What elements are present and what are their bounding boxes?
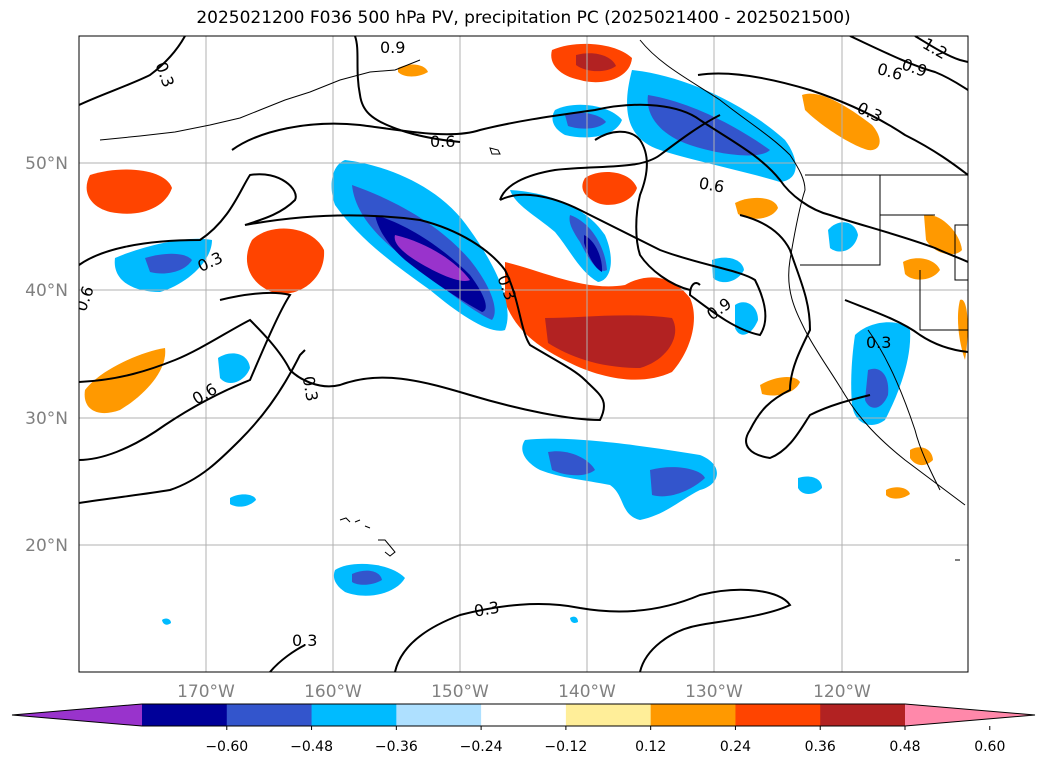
colorbar-segment: [142, 704, 228, 726]
precip-negative-area: [230, 494, 256, 507]
precip-positive-area: [84, 348, 166, 414]
precip-negative-area: [218, 353, 250, 383]
contour-label: 0.3: [292, 631, 317, 650]
lon-label: 120°W: [813, 682, 871, 702]
longitude-labels: 170°W 160°W 150°W 140°W 130°W 120°W: [177, 682, 871, 702]
colorbar-tick-label: 0.36: [805, 739, 836, 755]
colorbar-segment: [650, 704, 736, 726]
precip-positive-area: [924, 214, 962, 255]
lon-label: 140°W: [558, 682, 616, 702]
precip-negative-area: [650, 467, 705, 497]
precip-negative-area: [510, 190, 611, 282]
colorbar-tick-label: 0.24: [720, 739, 751, 755]
lon-label: 150°W: [431, 682, 489, 702]
pv-contour-0.3: [269, 644, 306, 672]
pv-contour-0.3: [594, 130, 691, 291]
lon-label: 160°W: [304, 682, 362, 702]
precip-negative-area: [548, 451, 595, 476]
pv-contour-0.9: [499, 193, 767, 337]
colorbar-segment: [226, 704, 313, 726]
precip-strong-positive-area: [545, 315, 676, 368]
pv-contour-0.6: [79, 173, 605, 422]
precip-negative-area: [352, 570, 382, 585]
pv-contour-0.6: [231, 103, 968, 263]
precip-positive-area: [802, 93, 880, 151]
lat-label: 40°N: [25, 281, 68, 301]
precip-negative-area: [735, 302, 758, 335]
colorbar-tick-label: −0.60: [205, 739, 248, 755]
contour-label: 0.3: [299, 375, 322, 403]
precip-negative-area: [145, 253, 192, 274]
pv-contour-1.2: [914, 36, 968, 63]
map-area: [79, 36, 968, 672]
colorbar-extend-min: [12, 704, 142, 726]
precip-negative-area: [570, 616, 578, 623]
precip-negative-area: [162, 618, 171, 625]
colorbar-outline: [11, 703, 1036, 727]
colorbar-tick-label: −0.24: [460, 739, 503, 755]
contour-label: 0.9: [380, 38, 405, 57]
pv-contour-0.6: [79, 349, 306, 504]
latitude-labels: 50°N 40°N 30°N 20°N: [25, 154, 68, 556]
pv-contour-0.6: [697, 72, 968, 176]
colorbar-tick-label: −0.12: [544, 739, 587, 755]
contour-label: 0.3: [473, 598, 501, 621]
colorbar-tick-label: −0.36: [375, 739, 418, 755]
colorbar-tick-label: −0.48: [290, 739, 333, 755]
precip-shading: [84, 43, 968, 625]
precip-negative-area: [828, 222, 858, 252]
pv-contour-0.3: [739, 214, 871, 460]
pv-contour-0.6: [499, 114, 721, 201]
colorbar-segment: [735, 704, 821, 726]
lat-label: 30°N: [25, 409, 68, 429]
precip-strong-positive-area: [576, 53, 616, 72]
precip-strongest-negative-area: [394, 235, 470, 281]
contour-label: 0.6: [697, 173, 725, 196]
lon-label: 130°W: [685, 682, 743, 702]
precip-positive-area: [398, 64, 428, 77]
colorbar-tick-label: 0.60: [974, 739, 1005, 755]
colorbar-segment: [311, 704, 397, 726]
precip-positive-area: [903, 258, 940, 280]
precip-strong-negative-area: [584, 235, 603, 272]
precip-negative-area: [865, 368, 889, 408]
pv-contour-0.3: [844, 299, 968, 353]
pv-contour-0.3: [79, 36, 186, 106]
contour-label: 0.3: [866, 333, 891, 352]
pv-contour-0.6: [79, 291, 292, 461]
colorbar-segment: [565, 704, 652, 726]
colorbar-tick-label: 0.48: [889, 739, 920, 755]
pv-contour-0.3: [354, 36, 461, 143]
precip-positive-area: [910, 447, 933, 466]
precip-positive-area: [246, 228, 325, 294]
precip-positive-area: [735, 197, 778, 219]
precip-negative-area: [798, 476, 822, 494]
colorbar-segment: [396, 704, 482, 726]
map-title: 2025021200 F036 500 hPa PV, precipitatio…: [196, 8, 851, 28]
precip-positive-area: [582, 172, 637, 205]
pv-contour-0.9: [849, 36, 968, 91]
lon-label: 170°W: [177, 682, 235, 702]
colorbar: −0.60 −0.48 −0.36 −0.24 −0.12 0.12 0.24 0.36 0.4…: [11, 703, 1036, 755]
coastlines: [99, 39, 968, 561]
colorbar-segment: [481, 704, 567, 726]
colorbar-segment: [820, 704, 906, 726]
colorbar-extend-max: [905, 704, 1035, 726]
precip-negative-area: [565, 112, 606, 129]
contour-label: 0.6: [430, 132, 455, 151]
lat-label: 20°N: [25, 536, 68, 556]
map-frame: [78, 35, 969, 673]
precip-positive-area: [86, 169, 172, 214]
pv-contours: [79, 36, 968, 672]
lat-label: 50°N: [25, 154, 68, 174]
pv-contour-0.3: [394, 588, 792, 672]
colorbar-tick-label: 0.12: [635, 739, 666, 755]
precip-positive-area: [886, 487, 910, 499]
